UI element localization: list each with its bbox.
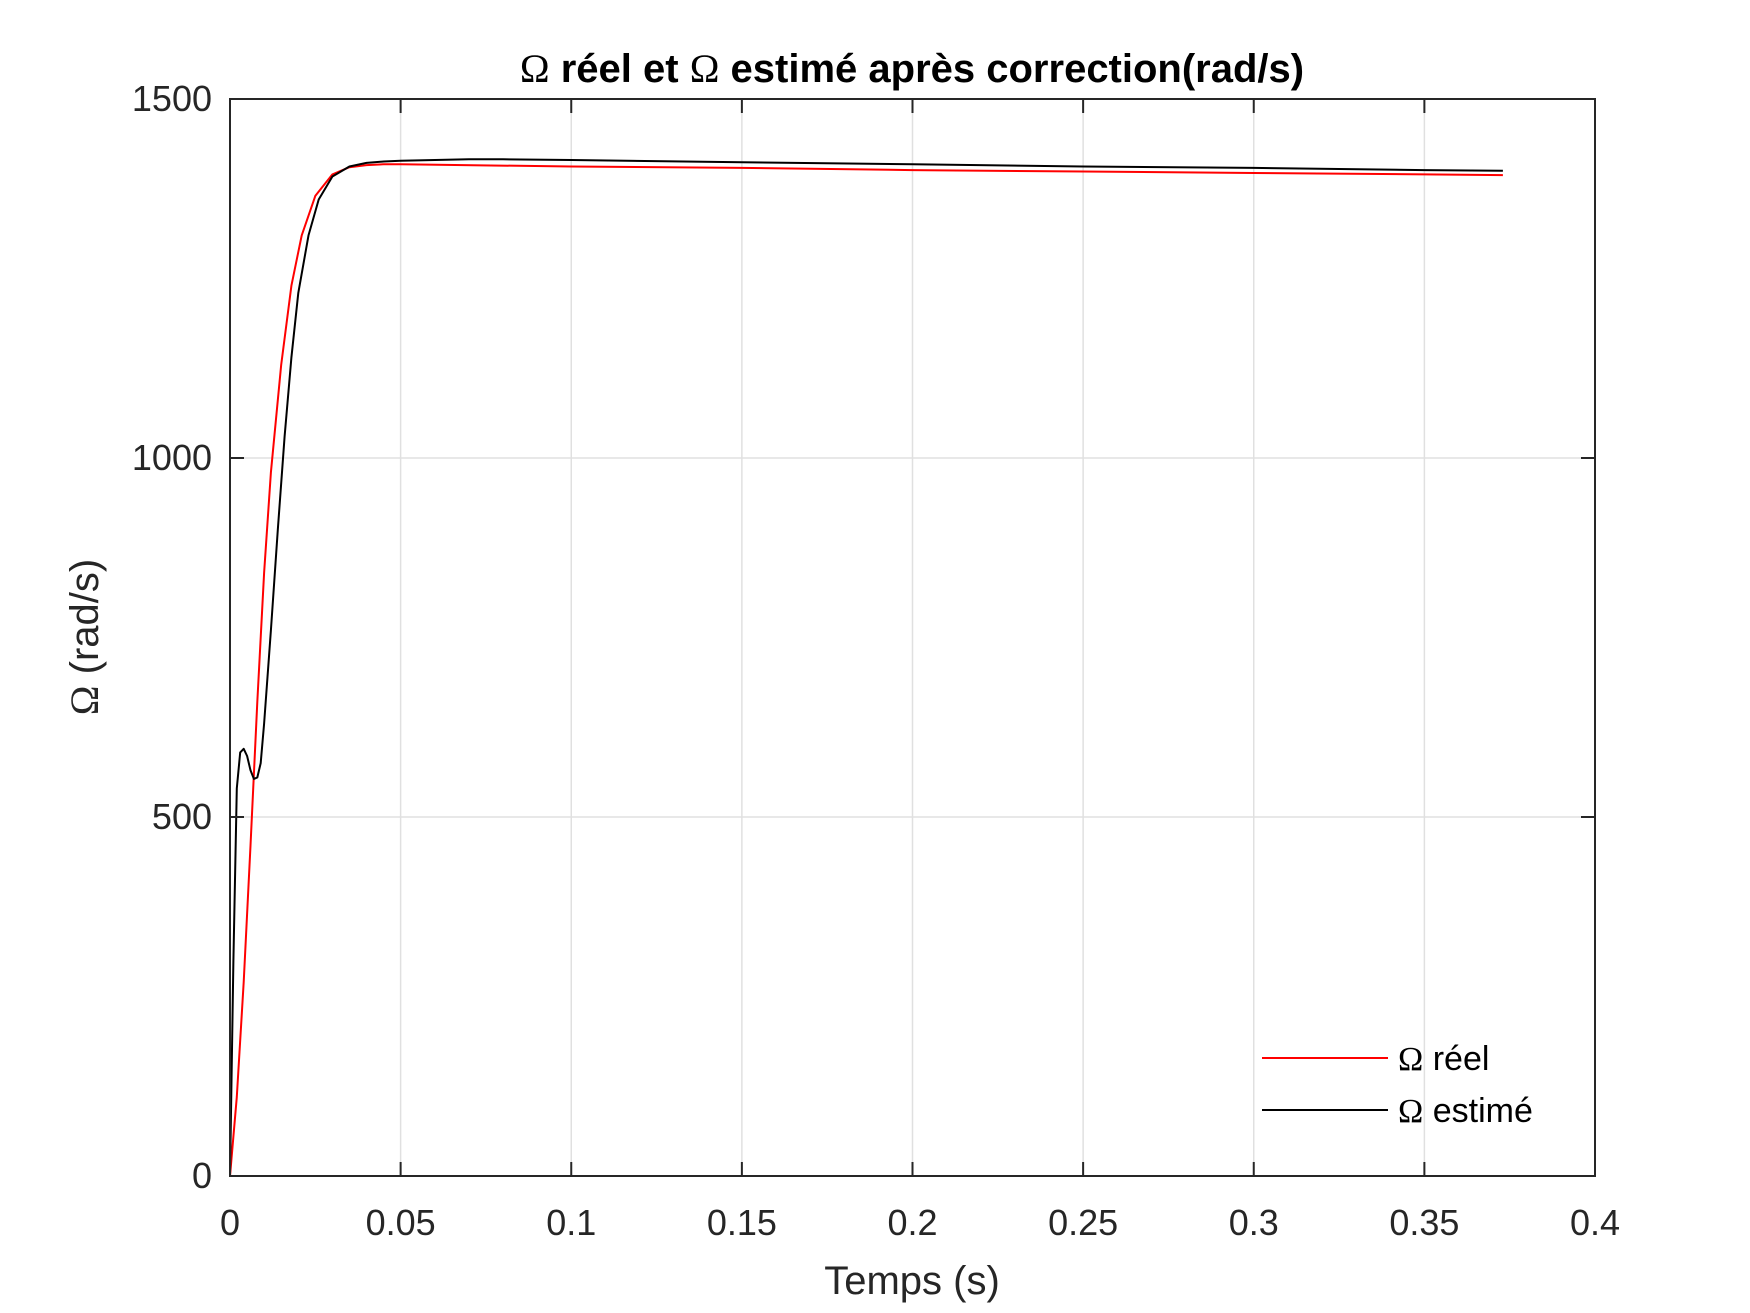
y-axis-label: Ω (rad/s) <box>62 559 107 715</box>
series-line-reel <box>229 163 1503 1177</box>
legend-label-estime: Ω estimé <box>1398 1092 1533 1130</box>
legend-text-estime: estimé <box>1423 1092 1533 1130</box>
x-tick-label: 0.35 <box>1389 1202 1459 1243</box>
x-tick-label: 0.3 <box>1229 1202 1279 1243</box>
y-axis-label-omega: Ω <box>62 685 107 715</box>
x-tick-label: 0.2 <box>887 1202 937 1243</box>
legend-omega-reel: Ω <box>1398 1041 1423 1078</box>
series-lines <box>229 158 1503 1177</box>
y-tick-label: 0 <box>192 1155 212 1196</box>
title-part-2: estimé après correction(rad/s) <box>719 47 1304 91</box>
x-tick-label: 0.1 <box>546 1202 596 1243</box>
chart-title: Ω réel et Ω estimé après correction(rad/… <box>520 46 1304 91</box>
legend-label-reel: Ω réel <box>1398 1040 1489 1078</box>
series-line-estime <box>229 158 1503 1177</box>
x-tick-label: 0.15 <box>707 1202 777 1243</box>
x-tick-label: 0.05 <box>366 1202 436 1243</box>
legend: Ω réel Ω estimé <box>1262 1040 1533 1130</box>
y-axis-label-rest: (rad/s) <box>63 559 107 686</box>
title-omega-2: Ω <box>690 46 720 91</box>
legend-omega-estime: Ω <box>1398 1093 1423 1130</box>
x-tick-label: 0.25 <box>1048 1202 1118 1243</box>
x-axis-label: Temps (s) <box>824 1259 1000 1303</box>
x-tick-label: 0 <box>220 1202 240 1243</box>
x-tick-label: 0.4 <box>1570 1202 1620 1243</box>
title-omega-1: Ω <box>520 46 550 91</box>
y-tick-label: 1000 <box>132 437 212 478</box>
legend-text-reel: réel <box>1423 1040 1489 1078</box>
y-tick-label: 500 <box>152 796 212 837</box>
y-tick-label: 1500 <box>132 78 212 119</box>
tick-labels: 0 0.05 0.1 0.15 0.2 0.25 0.3 0.35 0.4 0 500 1000 150… <box>132 78 1620 1243</box>
tick-marks <box>229 98 1596 1177</box>
title-part-1: réel et <box>550 47 690 91</box>
